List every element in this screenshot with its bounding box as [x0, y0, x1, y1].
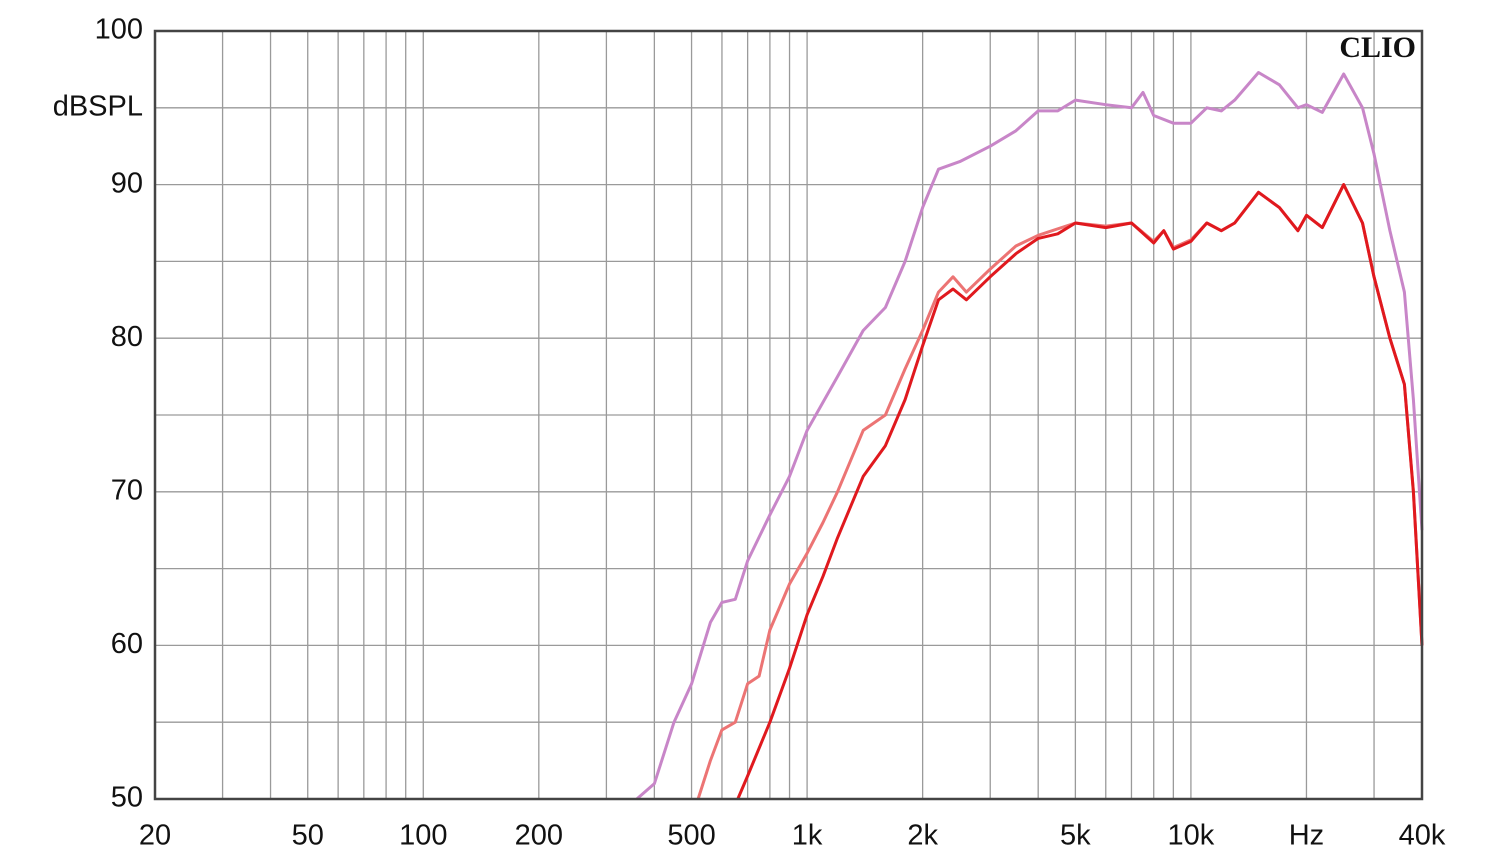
x-tick-label: 2k	[907, 820, 938, 852]
x-tick-label: 500	[667, 820, 715, 852]
y-tick-label: dBSPL	[53, 90, 143, 122]
y-tick-label: 50	[111, 782, 143, 814]
y-tick-label: 80	[111, 321, 143, 353]
y-tick-label: 90	[111, 167, 143, 199]
y-tick-label: 60	[111, 628, 143, 660]
lines	[635, 71, 1424, 801]
annotation: CLIO	[1339, 31, 1416, 64]
y-tick-label: 100	[95, 14, 143, 46]
x-tick-label: 50	[292, 820, 324, 852]
x-tick-label: 40k	[1399, 820, 1446, 852]
series-line	[635, 71, 1424, 801]
x-tick-label: 100	[399, 820, 447, 852]
plot-frame	[153, 29, 1424, 801]
grid	[154, 30, 1423, 800]
x-tick-label: 10k	[1168, 820, 1215, 852]
y-tick-label: 70	[111, 474, 143, 506]
x-tick-label: 200	[515, 820, 563, 852]
x-tick-label: 1k	[792, 820, 823, 852]
x-tick-label: Hz	[1289, 820, 1324, 852]
x-tick-label: 5k	[1060, 820, 1091, 852]
x-tick-label: 20	[139, 820, 171, 852]
series-line	[736, 183, 1424, 800]
